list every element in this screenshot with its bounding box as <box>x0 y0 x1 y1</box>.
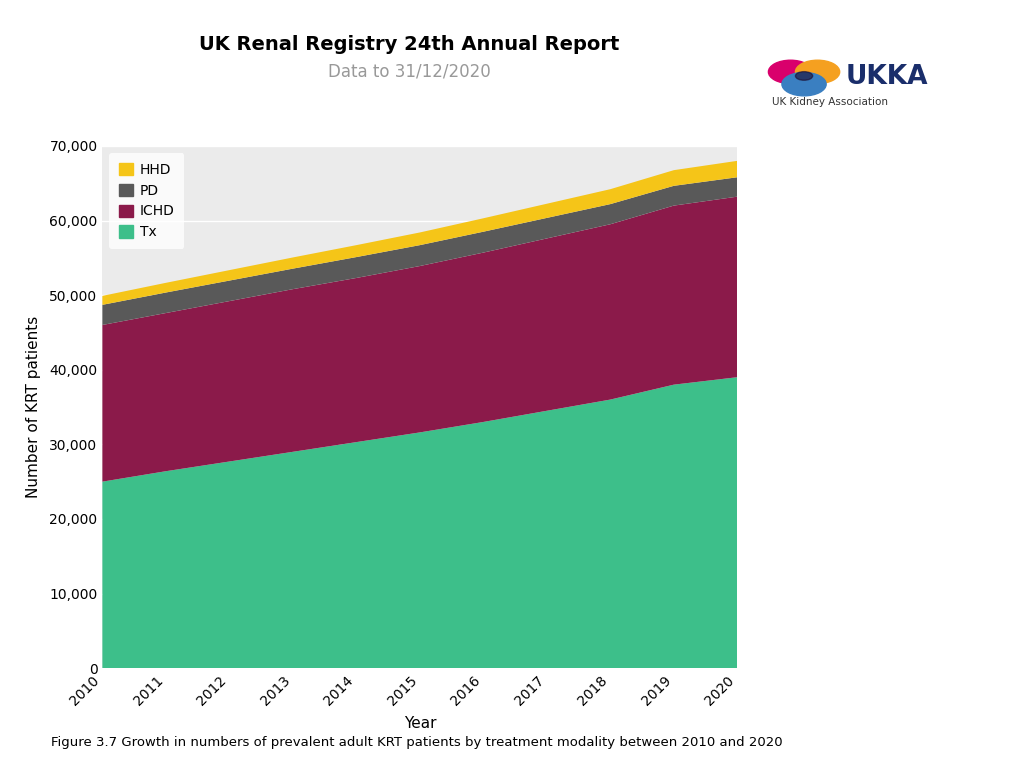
Text: Data to 31/12/2020: Data to 31/12/2020 <box>329 63 490 81</box>
Text: Figure 3.7 Growth in numbers of prevalent adult KRT patients by treatment modali: Figure 3.7 Growth in numbers of prevalen… <box>51 736 782 749</box>
X-axis label: Year: Year <box>403 717 436 731</box>
Ellipse shape <box>796 60 840 84</box>
Text: UK Renal Registry 24th Annual Report: UK Renal Registry 24th Annual Report <box>200 35 620 54</box>
Legend: HHD, PD, ICHD, Tx: HHD, PD, ICHD, Tx <box>110 153 184 249</box>
Ellipse shape <box>782 72 826 96</box>
Text: UKKA: UKKA <box>846 65 929 91</box>
Text: UK Kidney Association: UK Kidney Association <box>772 97 888 107</box>
Ellipse shape <box>796 71 813 80</box>
Y-axis label: Number of KRT patients: Number of KRT patients <box>26 316 41 498</box>
Ellipse shape <box>768 60 813 84</box>
